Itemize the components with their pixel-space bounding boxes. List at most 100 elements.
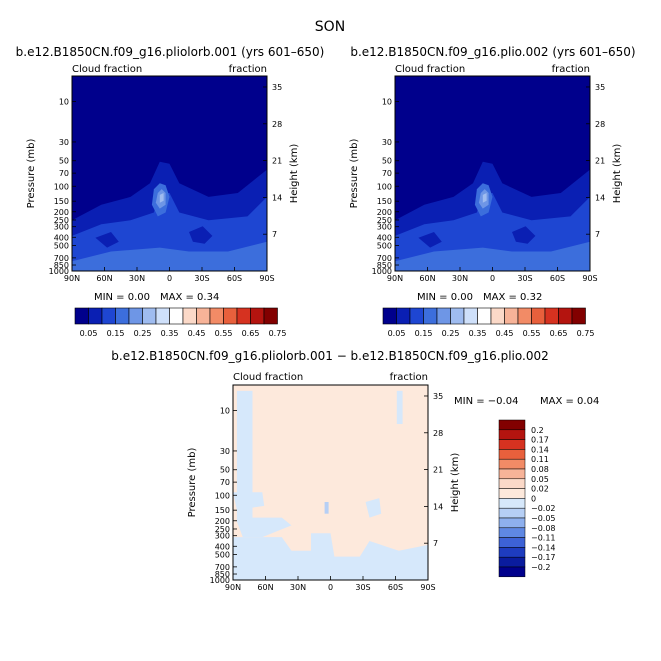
height-tick-label: 35 (272, 83, 282, 92)
colorbar-swatch (498, 507, 526, 519)
colorbar-label: 0 (531, 494, 536, 503)
colorbar-panel-2: 0.05 0.15 0.25 0.35 0.45 0.55 0.65 0.75 (382, 307, 595, 338)
colorbar-label: 0.45 (188, 329, 206, 338)
colorbar-label: 0.35 (161, 329, 179, 338)
panel-2-left-label: Cloud fraction (395, 64, 465, 75)
colorbar-swatch (504, 307, 519, 325)
colorbar-label: 0.75 (577, 329, 595, 338)
y-axis-label-height: Height (km) (289, 144, 300, 204)
colorbar-swatch (396, 307, 411, 325)
contour-region (396, 390, 403, 424)
panel-3-max: MAX = 0.04 (540, 396, 599, 407)
latitude-tick-label: 30S (194, 274, 209, 283)
colorbar-swatch (101, 307, 116, 325)
height-tick-label: 28 (272, 120, 282, 129)
colorbar-swatch (558, 307, 573, 325)
latitude-tick-label: 60N (96, 274, 112, 283)
height-tick-label: 35 (595, 83, 605, 92)
colorbar-label: −0.08 (531, 524, 556, 533)
contour-region (418, 232, 442, 248)
contour-region (72, 241, 267, 271)
latitude-tick-label: 60N (257, 583, 273, 592)
pressure-tick-label: 850 (377, 261, 392, 270)
y-axis-label-pressure: Pressure (mb) (26, 139, 37, 209)
colorbar-label: 0.15 (415, 329, 433, 338)
pressure-tick-label: 150 (215, 506, 230, 515)
height-tick-label: 14 (433, 502, 443, 511)
panel-2-right-label: fraction (552, 64, 590, 75)
height-tick-label: 28 (433, 429, 443, 438)
panel-1-left-label: Cloud fraction (72, 64, 142, 75)
colorbar-label: 0.75 (269, 329, 287, 338)
height-tick-label: 7 (272, 230, 277, 239)
colorbar-swatch (436, 307, 451, 325)
latitude-tick-label: 60N (419, 274, 435, 283)
latitude-tick-label: 90S (259, 274, 274, 283)
colorbar-swatch (142, 307, 157, 325)
latitude-tick-label: 90S (582, 274, 597, 283)
pressure-tick-label: 250 (377, 216, 392, 225)
colorbar-swatch (88, 307, 103, 325)
pressure-tick-label: 200 (54, 208, 69, 217)
colorbar-label: 0.35 (469, 329, 487, 338)
season-title: SON (315, 19, 345, 35)
colorbar-swatch (498, 439, 526, 450)
panel-3-right-label: fraction (390, 372, 428, 383)
panel-1-right-label: fraction (229, 64, 267, 75)
panel-2-min: MIN = 0.00 (417, 292, 473, 303)
colorbar-swatch (196, 307, 211, 325)
latitude-tick-label: 90N (225, 583, 241, 592)
pressure-tick-label: 30 (382, 138, 392, 147)
pressure-tick-label: 250 (215, 525, 230, 534)
height-tick-label: 28 (595, 120, 605, 129)
pressure-tick-label: 1000 (49, 267, 69, 276)
colorbar-swatch (498, 458, 526, 470)
pressure-tick-label: 70 (220, 478, 230, 487)
y-axis-label-height: Height (km) (612, 144, 623, 204)
colorbar-swatch (498, 488, 526, 499)
latitude-tick-label: 90N (64, 274, 80, 283)
pressure-tick-label: 250 (54, 216, 69, 225)
y-axis-label-pressure: Pressure (mb) (349, 139, 360, 209)
contour-region (512, 226, 536, 244)
height-tick-label: 14 (595, 193, 605, 202)
colorbar-label: 0.65 (550, 329, 568, 338)
panel-3-title: b.e12.B1850CN.f09_g16.pliolorb.001 − b.e… (111, 349, 548, 363)
pressure-tick-label: 400 (54, 233, 69, 242)
colorbar-label: −0.17 (531, 553, 556, 562)
pressure-tick-label: 30 (220, 447, 230, 456)
latitude-tick-label: 90S (420, 583, 435, 592)
colorbar-label: 0.2 (531, 426, 544, 435)
pressure-tick-label: 400 (377, 233, 392, 242)
colorbar-swatch (382, 307, 397, 325)
colorbar-swatch (423, 307, 438, 325)
colorbar-swatch (490, 307, 505, 325)
colorbar-swatch (498, 429, 526, 440)
latitude-tick-label: 60S (227, 274, 242, 283)
height-tick-label: 35 (433, 392, 443, 401)
pressure-tick-label: 10 (59, 98, 69, 107)
latitude-tick-label: 30S (517, 274, 532, 283)
colorbar-label: 0.05 (80, 329, 98, 338)
height-tick-label: 21 (272, 157, 282, 166)
colorbar-swatch (544, 307, 559, 325)
colorbar-swatch (498, 556, 526, 568)
colorbar-swatch (498, 527, 526, 538)
contour-region (233, 492, 265, 510)
colorbar-swatch (450, 307, 465, 325)
pressure-tick-label: 300 (54, 223, 69, 232)
pressure-tick-label: 500 (54, 241, 69, 250)
height-tick-label: 7 (433, 539, 438, 548)
pressure-tick-label: 50 (220, 466, 230, 475)
panel-1-min: MIN = 0.00 (94, 292, 150, 303)
colorbar-swatch (223, 307, 238, 325)
height-tick-label: 21 (595, 157, 605, 166)
pressure-tick-label: 150 (377, 197, 392, 206)
colorbar-swatch (263, 307, 278, 325)
colorbar-label: 0.05 (531, 475, 549, 484)
contour-region (189, 226, 213, 244)
colorbar-label: 0.65 (242, 329, 260, 338)
colorbar-label: 0.17 (531, 436, 549, 445)
pressure-tick-label: 100 (377, 182, 392, 191)
colorbar-swatch (409, 307, 424, 325)
